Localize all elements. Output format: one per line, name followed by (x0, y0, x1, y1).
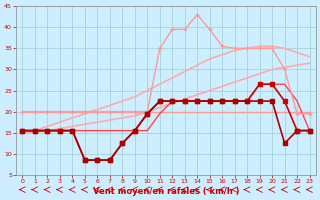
X-axis label: Vent moyen/en rafales ( km/h ): Vent moyen/en rafales ( km/h ) (93, 187, 239, 196)
